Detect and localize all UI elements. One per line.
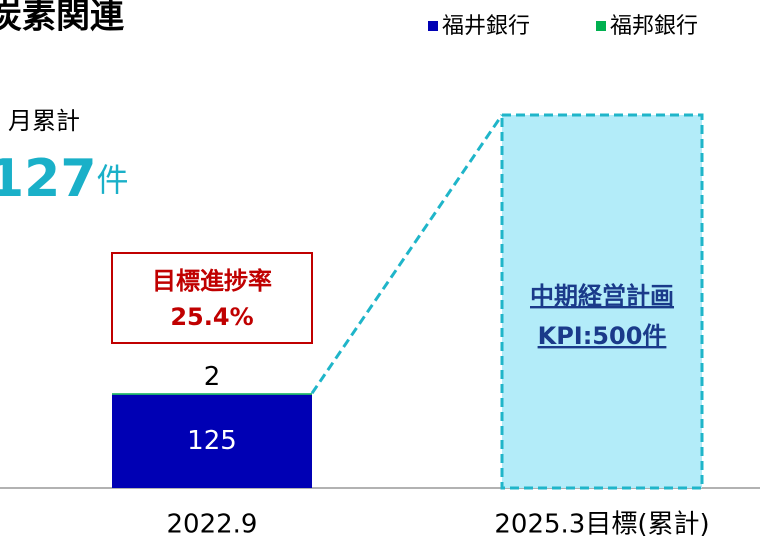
annotation-box (111, 252, 313, 344)
target-label: KPI:500件 (538, 322, 667, 350)
bar-segment (112, 393, 312, 395)
total-unit: 件 (97, 161, 129, 199)
subtitle: 月累計 (8, 107, 80, 135)
legend-label: 福邦銀行 (610, 14, 698, 39)
value-label: 2 (204, 362, 221, 392)
connector (310, 114, 504, 395)
bar-segment (112, 394, 312, 488)
chart-title: 炭素関連 (0, 0, 125, 37)
legend-swatch (428, 21, 438, 31)
annotation-text: 25.4% (170, 303, 253, 331)
x-tick-label: 2025.3目標(累計) (494, 510, 709, 540)
target-label: 中期経営計画 (530, 282, 674, 310)
legend-swatch (596, 21, 606, 31)
target-bar (500, 113, 704, 490)
x-tick-label: 2022.9 (167, 510, 258, 540)
total: 127件 (0, 149, 129, 209)
value-label: 125 (187, 426, 237, 456)
annotation-text: 目標進捗率 (152, 267, 272, 295)
legend-label: 福井銀行 (442, 14, 530, 39)
total-value: 127 (0, 149, 97, 209)
